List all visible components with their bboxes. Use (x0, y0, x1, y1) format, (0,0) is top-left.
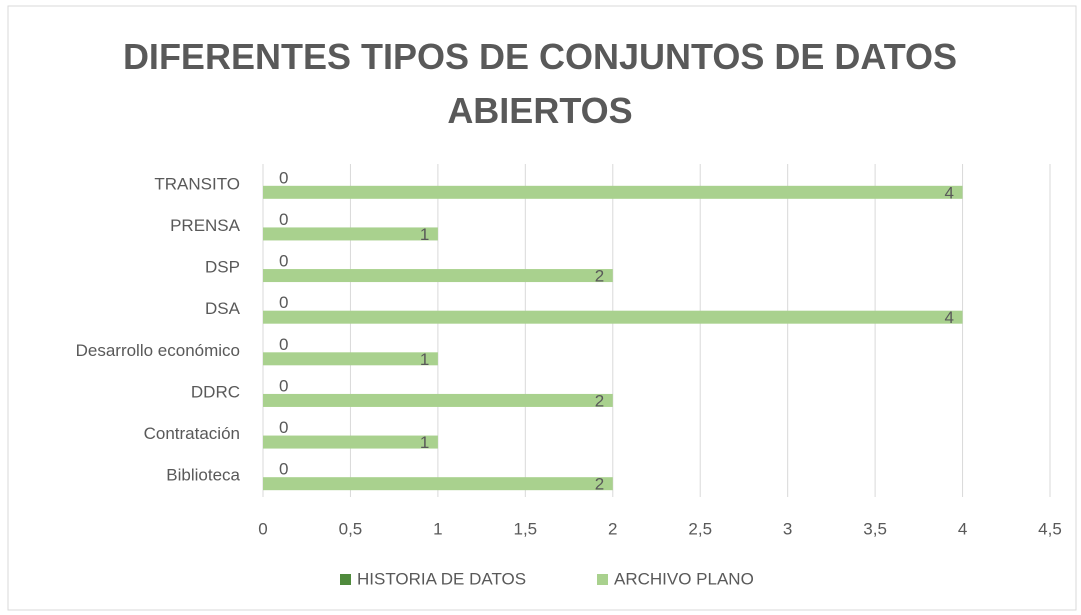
data-label: 0 (279, 460, 288, 479)
y-tick-label: TRANSITO (154, 174, 240, 193)
data-label: 1 (420, 225, 429, 244)
bar (263, 352, 438, 366)
legend-label: HISTORIA DE DATOS (357, 569, 526, 588)
data-label: 0 (279, 293, 288, 312)
data-label: 2 (595, 391, 604, 410)
legend-swatch (597, 574, 608, 585)
data-label: 2 (595, 267, 604, 286)
data-label: 0 (279, 376, 288, 395)
x-tick-label: 1,5 (514, 519, 538, 538)
x-tick-label: 1 (433, 519, 442, 538)
bar (263, 393, 613, 407)
data-label: 0 (279, 210, 288, 229)
x-tick-label: 2 (608, 519, 617, 538)
data-label: 0 (279, 252, 288, 271)
x-tick-label: 0 (258, 519, 267, 538)
data-label: 1 (420, 350, 429, 369)
data-label: 4 (945, 308, 954, 327)
bar (263, 435, 438, 449)
legend-label: ARCHIVO PLANO (614, 569, 754, 588)
chart-border (7, 5, 1077, 611)
data-label: 2 (595, 475, 604, 494)
data-label: 0 (279, 335, 288, 354)
x-tick-label: 2,5 (688, 519, 712, 538)
bar (263, 310, 963, 324)
legend-swatch (340, 574, 351, 585)
data-label: 1 (420, 433, 429, 452)
chart-title: DIFERENTES TIPOS DE CONJUNTOS DE DATOS A… (122, 36, 958, 131)
bar (263, 269, 613, 283)
x-tick-label: 3 (783, 519, 792, 538)
y-tick-label: DSA (205, 299, 241, 318)
y-tick-label: Desarrollo económico (76, 341, 240, 360)
y-tick-label: PRENSA (170, 216, 241, 235)
x-tick-label: 0,5 (339, 519, 363, 538)
y-tick-label: DDRC (191, 382, 240, 401)
y-tick-label: Biblioteca (166, 466, 240, 485)
x-tick-label: 3,5 (863, 519, 887, 538)
data-label: 4 (945, 183, 954, 202)
x-tick-label: 4,5 (1038, 519, 1062, 538)
bar (263, 227, 438, 241)
data-label: 0 (279, 168, 288, 187)
bar (263, 477, 613, 491)
y-tick-label: Contratación (144, 424, 240, 443)
data-label: 0 (279, 418, 288, 437)
x-tick-label: 4 (958, 519, 967, 538)
bar (263, 185, 963, 199)
y-tick-label: DSP (205, 258, 240, 277)
